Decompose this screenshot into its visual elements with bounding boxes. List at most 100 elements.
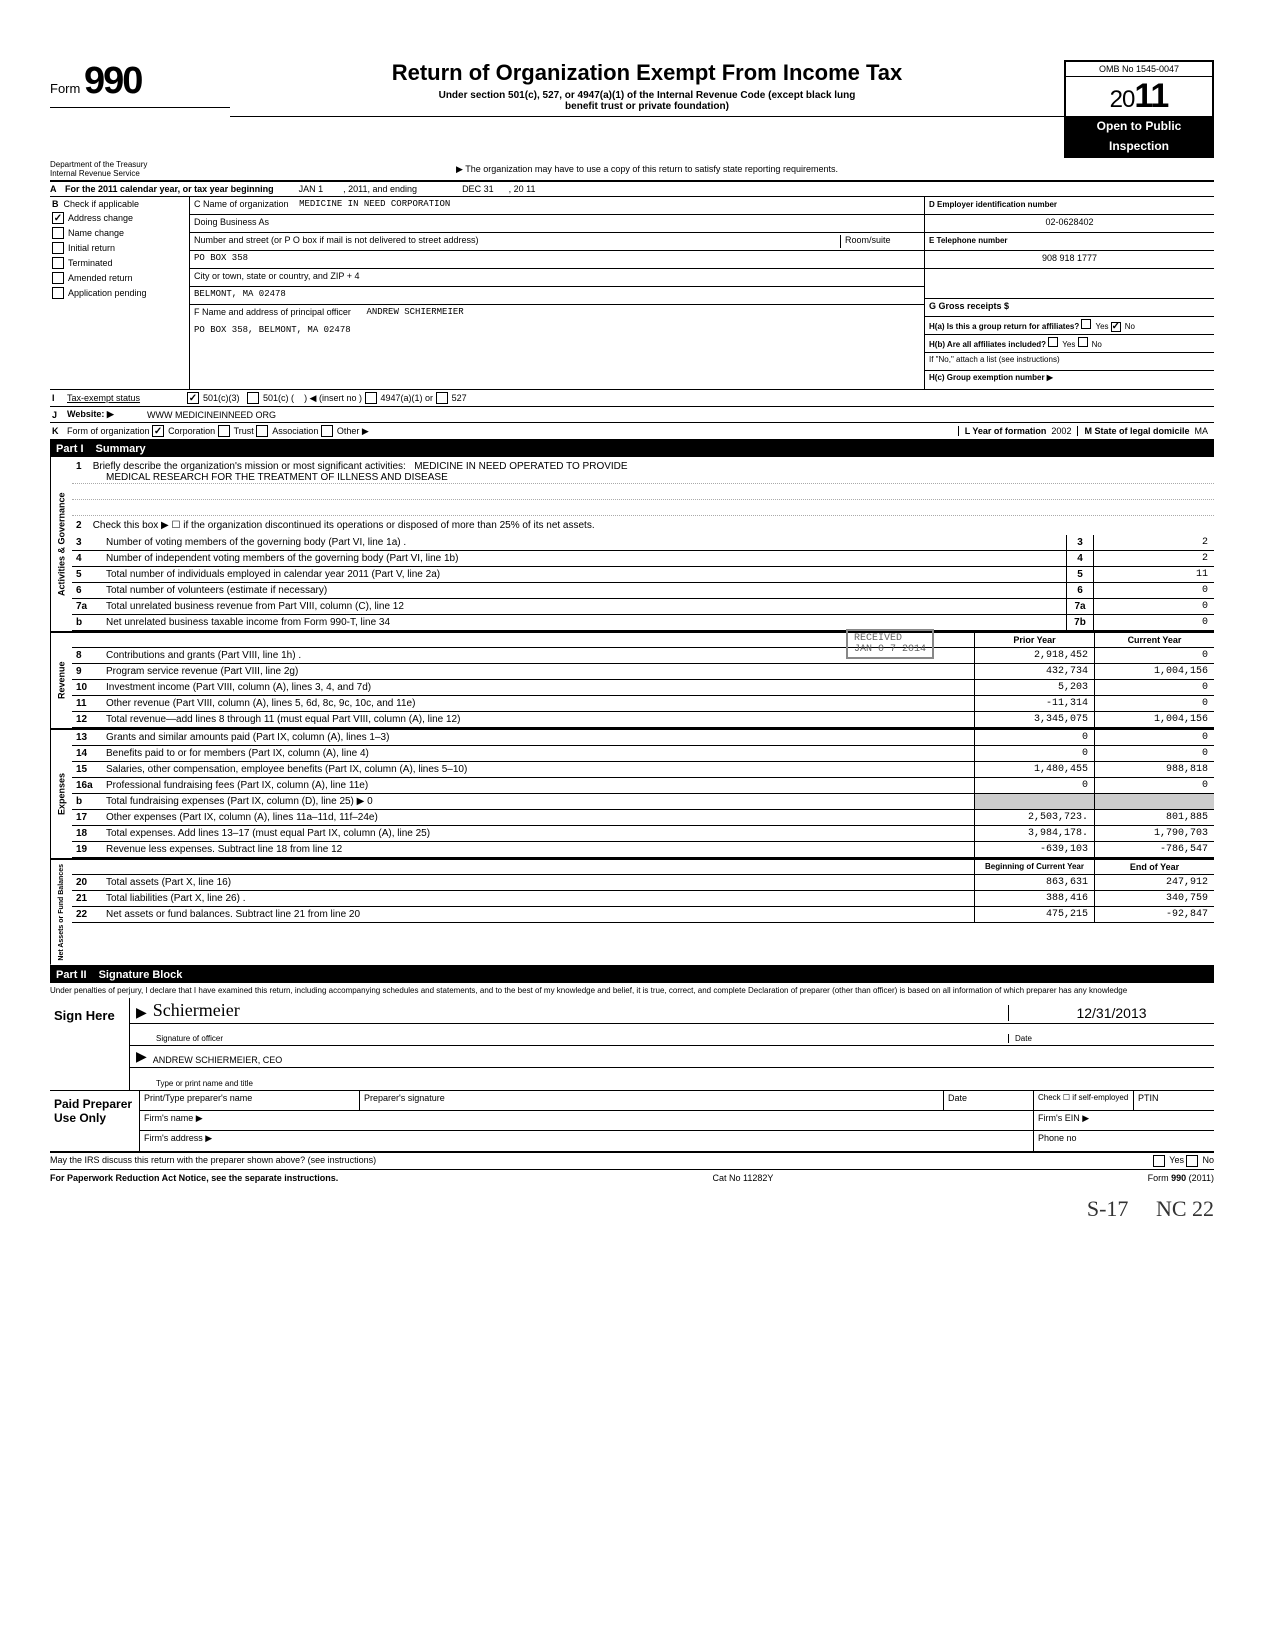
firm-name-label: Firm's name ▶	[140, 1111, 1034, 1130]
form-990-page: Form 990 Return of Organization Exempt F…	[50, 60, 1214, 1222]
discuss-yes: Yes	[1169, 1155, 1184, 1167]
penalty-text: Under penalties of perjury, I declare th…	[50, 983, 1214, 998]
summary-row: 6Total number of volunteers (estimate if…	[72, 583, 1214, 599]
summary-row: 13Grants and similar amounts paid (Part …	[72, 730, 1214, 746]
hb-yes-cb[interactable]	[1048, 337, 1058, 347]
cb-terminated[interactable]	[52, 257, 64, 269]
discuss-yes-cb[interactable]	[1153, 1155, 1165, 1167]
org-name: MEDICINE IN NEED CORPORATION	[299, 199, 450, 212]
sig-of-officer-label: Signature of officer	[156, 1034, 1008, 1043]
summary-row: 19Revenue less expenses. Subtract line 1…	[72, 842, 1214, 858]
cb-label-1: Name change	[68, 228, 124, 238]
org-info-grid: B Check if applicable ✓Address change Na…	[50, 197, 1214, 390]
line2-text: Check this box ▶ ☐ if the organization d…	[93, 520, 595, 531]
summary-row: 3Number of voting members of the governi…	[72, 535, 1214, 551]
summary-row: 20Total assets (Part X, line 16)863,6312…	[72, 875, 1214, 891]
opt-4947: 4947(a)(1) or	[381, 393, 434, 403]
hb-no-cb[interactable]	[1078, 337, 1088, 347]
cb-4947[interactable]	[365, 392, 377, 404]
summary-row: bTotal fundraising expenses (Part IX, co…	[72, 794, 1214, 810]
hb-note: If "No," attach a list (see instructions…	[925, 353, 1214, 371]
part-2-title: Signature Block	[99, 969, 183, 981]
line1-text: Briefly describe the organization's miss…	[93, 461, 406, 472]
summary-row: 7aTotal unrelated business revenue from …	[72, 599, 1214, 615]
col-end-year: End of Year	[1094, 860, 1214, 874]
cb-app-pending[interactable]	[52, 287, 64, 299]
dept-treasury: Department of the Treasury	[50, 160, 230, 169]
row-a: A For the 2011 calendar year, or tax yea…	[50, 182, 1214, 197]
page-footer: For Paperwork Reduction Act Notice, see …	[50, 1170, 1214, 1186]
row-j-label: J	[52, 410, 67, 420]
row-a-mid: , 2011, and ending	[343, 184, 417, 194]
sig-arrow-icon: ▶	[136, 1004, 147, 1021]
cb-trust[interactable]	[218, 425, 230, 437]
summary-row: 18Total expenses. Add lines 13–17 (must …	[72, 826, 1214, 842]
form-ref: Form 990 (2011)	[1148, 1173, 1214, 1183]
phone-value: 908 918 1777	[1042, 253, 1097, 263]
summary-net-assets: Net Assets or Fund Balances Beginning of…	[50, 860, 1214, 967]
opt-501c-suffix: ) ◀ (insert no )	[304, 393, 362, 404]
check-self-emp: Check ☐ if self-employed	[1034, 1091, 1134, 1110]
summary-row: 12Total revenue—add lines 8 through 11 (…	[72, 712, 1214, 728]
discuss-no-cb[interactable]	[1186, 1155, 1198, 1167]
discuss-text: May the IRS discuss this return with the…	[50, 1155, 1153, 1167]
cb-501c3[interactable]: ✓	[187, 392, 199, 404]
website-label: Website: ▶	[67, 409, 147, 420]
cb-corp[interactable]: ✓	[152, 425, 164, 437]
cb-527[interactable]	[436, 392, 448, 404]
row-i-label: I	[52, 393, 67, 403]
year-block: OMB No 1545-0047 2011 Open to Public Ins…	[1064, 60, 1214, 158]
year-end: DEC 31	[462, 184, 494, 194]
l-value: 2002	[1051, 426, 1071, 436]
open-public-label: Open to Public	[1066, 116, 1212, 136]
ein-label: D Employer identification number	[929, 200, 1057, 209]
officer-name: ANDREW SCHIERMEIER	[366, 307, 463, 321]
addr-label: Number and street (or P O box if mail is…	[194, 235, 832, 248]
row-a-text: For the 2011 calendar year, or tax year …	[65, 184, 274, 194]
line2-num: 2	[76, 520, 82, 531]
hb-label: H(b) Are all affiliates included?	[929, 340, 1046, 349]
cb-assoc[interactable]	[256, 425, 268, 437]
m-value: MA	[1195, 426, 1209, 436]
cb-name-change[interactable]	[52, 227, 64, 239]
cb-address-change[interactable]: ✓	[52, 212, 64, 224]
subtitle-2: benefit trust or private foundation)	[240, 101, 1054, 112]
summary-row: 8Contributions and grants (Part VIII, li…	[72, 648, 1214, 664]
cb-other[interactable]	[321, 425, 333, 437]
discuss-no: No	[1202, 1155, 1214, 1167]
form-label: Form	[50, 81, 80, 96]
opt-other: Other ▶	[337, 426, 369, 437]
l-label: L Year of formation	[965, 426, 1047, 436]
ha-no-cb[interactable]: ✓	[1111, 322, 1121, 332]
cb-amended[interactable]	[52, 272, 64, 284]
col-b-hdr: Check if applicable	[64, 199, 140, 209]
summary-row: 9Program service revenue (Part VIII, lin…	[72, 664, 1214, 680]
row-k-label: K	[52, 426, 67, 436]
cb-label-2: Initial return	[68, 243, 115, 253]
ha-yes: Yes	[1095, 322, 1108, 331]
ha-no: No	[1125, 322, 1135, 331]
prep-sig-label: Preparer's signature	[360, 1091, 944, 1110]
date-label: Date	[1008, 1034, 1208, 1043]
discuss-row: May the IRS discuss this return with the…	[50, 1153, 1214, 1170]
sign-here-block: Sign Here ▶ Schiermeier 12/31/2013 Signa…	[50, 998, 1214, 1091]
row-j: J Website: ▶ WWW MEDICINEINNEED ORG	[50, 407, 1214, 423]
form-header: Form 990 Return of Organization Exempt F…	[50, 60, 1214, 158]
ha-label: H(a) Is this a group return for affiliat…	[929, 322, 1079, 331]
cb-501c[interactable]	[247, 392, 259, 404]
side-governance: Activities & Governance	[50, 457, 72, 631]
part-2-label: Part II	[56, 969, 87, 981]
cb-initial-return[interactable]	[52, 242, 64, 254]
summary-row: 16aProfessional fundraising fees (Part I…	[72, 778, 1214, 794]
hc-label: H(c) Group exemption number ▶	[929, 373, 1053, 382]
side-net: Net Assets or Fund Balances	[50, 860, 72, 965]
summary-row: 21Total liabilities (Part X, line 26) .3…	[72, 891, 1214, 907]
opt-assoc: Association	[272, 426, 318, 436]
col-prior-year: Prior Year	[974, 633, 1094, 647]
ha-yes-cb[interactable]	[1081, 319, 1091, 329]
summary-row: bNet unrelated business taxable income f…	[72, 615, 1214, 631]
summary-row: 5Total number of individuals employed in…	[72, 567, 1214, 583]
opt-501c: 501(c) (	[263, 393, 294, 403]
form-number: 990	[84, 60, 141, 102]
irs-label: Internal Revenue Service	[50, 169, 230, 178]
